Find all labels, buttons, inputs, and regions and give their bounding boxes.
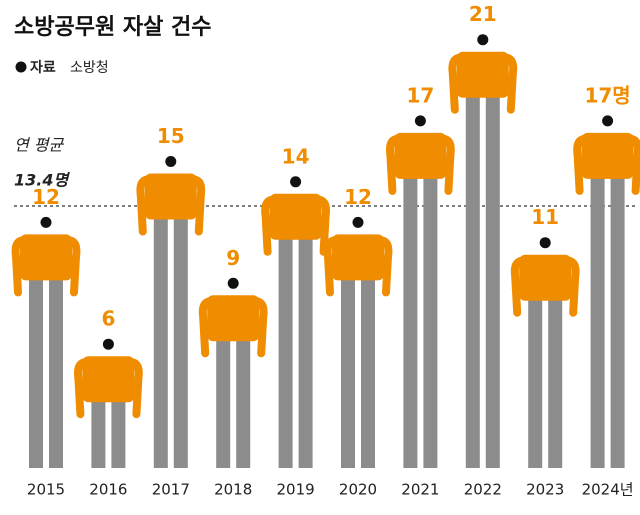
head bbox=[539, 237, 551, 249]
person-bar bbox=[510, 237, 580, 468]
head bbox=[352, 216, 364, 228]
source: 소방청 bbox=[70, 60, 109, 76]
torso bbox=[456, 51, 509, 98]
leg bbox=[610, 172, 625, 468]
head bbox=[40, 216, 52, 228]
value-label: 14 bbox=[282, 144, 310, 168]
leg bbox=[173, 213, 188, 468]
leg bbox=[236, 335, 251, 468]
x-tick-label: 2016 bbox=[89, 481, 127, 499]
value-label: 15 bbox=[157, 124, 185, 148]
leg bbox=[298, 233, 313, 468]
x-tick-label: 2023 bbox=[526, 481, 564, 499]
person-bar bbox=[74, 338, 143, 468]
person-bar bbox=[386, 115, 455, 468]
person-bar bbox=[261, 176, 330, 468]
leg bbox=[590, 172, 605, 468]
leg bbox=[548, 294, 563, 468]
value-label: 11 bbox=[531, 205, 559, 229]
leg bbox=[361, 274, 375, 468]
average-label: 연 평균 bbox=[14, 136, 65, 155]
leg bbox=[153, 213, 168, 468]
torso bbox=[394, 132, 447, 179]
leg bbox=[216, 335, 231, 468]
person-bar bbox=[11, 216, 81, 468]
value-label: 17명 bbox=[584, 83, 630, 107]
leg bbox=[29, 274, 43, 468]
source-label: 자료 bbox=[30, 60, 56, 76]
leg bbox=[528, 294, 543, 468]
torso bbox=[519, 254, 572, 301]
person-bar bbox=[136, 156, 206, 468]
value-label: 12 bbox=[344, 185, 372, 209]
x-tick-label: 2024년 bbox=[582, 481, 634, 499]
torso bbox=[581, 132, 634, 179]
head bbox=[414, 115, 426, 127]
head bbox=[102, 338, 114, 350]
leg bbox=[91, 396, 106, 468]
leg bbox=[423, 172, 438, 468]
person-bar bbox=[573, 115, 640, 468]
head bbox=[602, 115, 614, 127]
leg bbox=[403, 172, 418, 468]
person-bar bbox=[448, 34, 518, 468]
head bbox=[290, 176, 302, 188]
leg bbox=[465, 91, 480, 468]
leg bbox=[278, 233, 293, 468]
value-label: 6 bbox=[101, 307, 115, 331]
torso bbox=[144, 173, 197, 220]
head bbox=[227, 277, 239, 289]
leg bbox=[485, 91, 500, 468]
leg bbox=[341, 274, 355, 468]
leg bbox=[49, 274, 63, 468]
torso bbox=[82, 356, 135, 403]
head bbox=[165, 156, 177, 167]
x-tick-label: 2015 bbox=[27, 481, 65, 499]
person-bar bbox=[198, 277, 268, 468]
value-label: 17 bbox=[406, 83, 434, 107]
x-tick-label: 2020 bbox=[339, 481, 377, 499]
x-tick-label: 2021 bbox=[401, 481, 439, 499]
torso bbox=[207, 295, 260, 342]
torso bbox=[20, 234, 72, 281]
source-bullet bbox=[15, 61, 27, 73]
x-tick-label: 2018 bbox=[214, 481, 252, 499]
x-tick-label: 2019 bbox=[277, 481, 315, 499]
x-tick-label: 2022 bbox=[464, 481, 502, 499]
average-value-label: 13.4명 bbox=[14, 171, 70, 190]
head bbox=[477, 34, 489, 46]
leg bbox=[111, 396, 126, 468]
torso bbox=[332, 234, 384, 281]
value-label: 21 bbox=[469, 2, 497, 26]
value-label: 9 bbox=[226, 246, 240, 270]
person-bar bbox=[323, 216, 393, 468]
torso bbox=[269, 193, 322, 240]
chart-title: 소방공무원 자살 건수 bbox=[14, 15, 211, 40]
value-label: 12 bbox=[32, 185, 60, 209]
x-tick-label: 2017 bbox=[152, 481, 190, 499]
